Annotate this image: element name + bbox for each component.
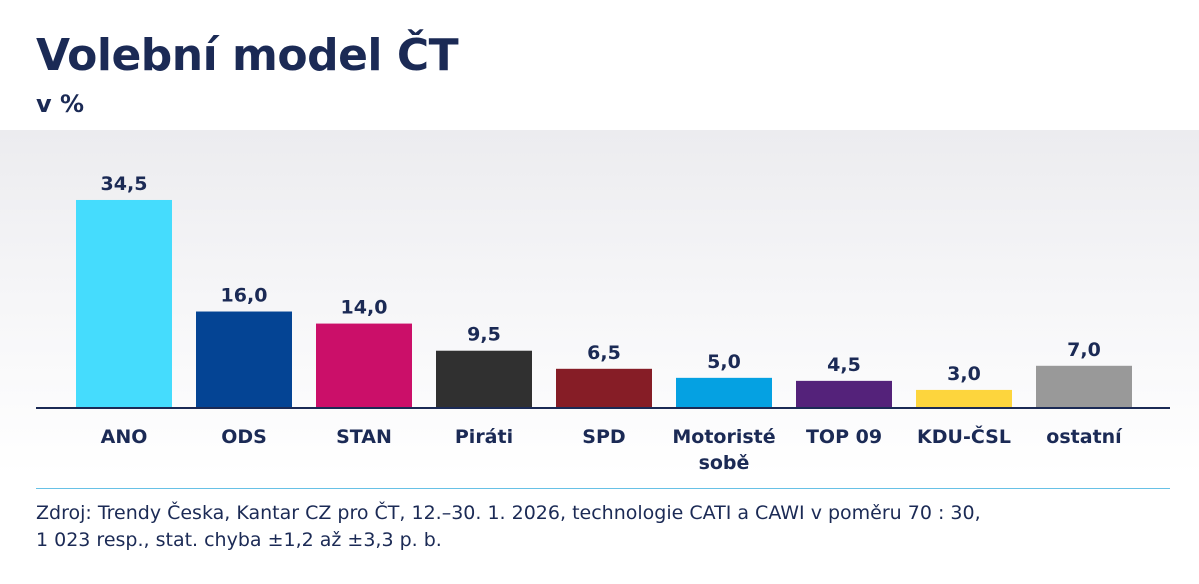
category-label-1: ANO xyxy=(101,426,148,448)
bar-1 xyxy=(76,199,172,408)
category-label-9: ostatní xyxy=(1046,426,1123,448)
source-line-2: 1 023 resp., stat. chyba ±1,2 až ±3,3 p.… xyxy=(36,529,442,551)
chart-title: Volební model ČT xyxy=(36,30,459,81)
source-divider xyxy=(36,488,1170,489)
source-line-1: Zdroj: Trendy Česka, Kantar CZ pro ČT, 1… xyxy=(36,502,981,524)
category-label-7: TOP 09 xyxy=(806,426,882,448)
data-label-8: 3,0 xyxy=(947,363,981,385)
category-label-8: KDU-ČSL xyxy=(917,424,1011,448)
plot-area-background xyxy=(0,130,1199,476)
data-label-1: 34,5 xyxy=(101,173,148,195)
data-label-6: 5,0 xyxy=(707,351,741,373)
bar-9 xyxy=(1036,365,1132,408)
category-label-3: STAN xyxy=(336,426,392,448)
category-label-6-line-2: sobě xyxy=(699,452,750,474)
bar-4 xyxy=(436,350,532,408)
data-label-2: 16,0 xyxy=(221,285,268,307)
data-label-5: 6,5 xyxy=(587,342,621,364)
bar-3 xyxy=(316,323,412,408)
bar-7 xyxy=(796,380,892,408)
data-label-3: 14,0 xyxy=(341,297,388,319)
bar-8 xyxy=(916,389,1012,408)
bar-6 xyxy=(676,377,772,408)
bar-2 xyxy=(196,311,292,408)
category-label-6-line-1: Motoristé xyxy=(672,426,775,448)
chart-subtitle: v % xyxy=(36,90,85,118)
data-label-4: 9,5 xyxy=(467,324,501,346)
data-label-9: 7,0 xyxy=(1067,339,1101,361)
source-note: Zdroj: Trendy Česka, Kantar CZ pro ČT, 1… xyxy=(36,500,1166,554)
data-label-7: 4,5 xyxy=(827,354,861,376)
category-label-2: ODS xyxy=(221,426,267,448)
category-label-4: Piráti xyxy=(455,426,513,448)
category-label-5: SPD xyxy=(582,426,625,448)
bar-5 xyxy=(556,368,652,408)
